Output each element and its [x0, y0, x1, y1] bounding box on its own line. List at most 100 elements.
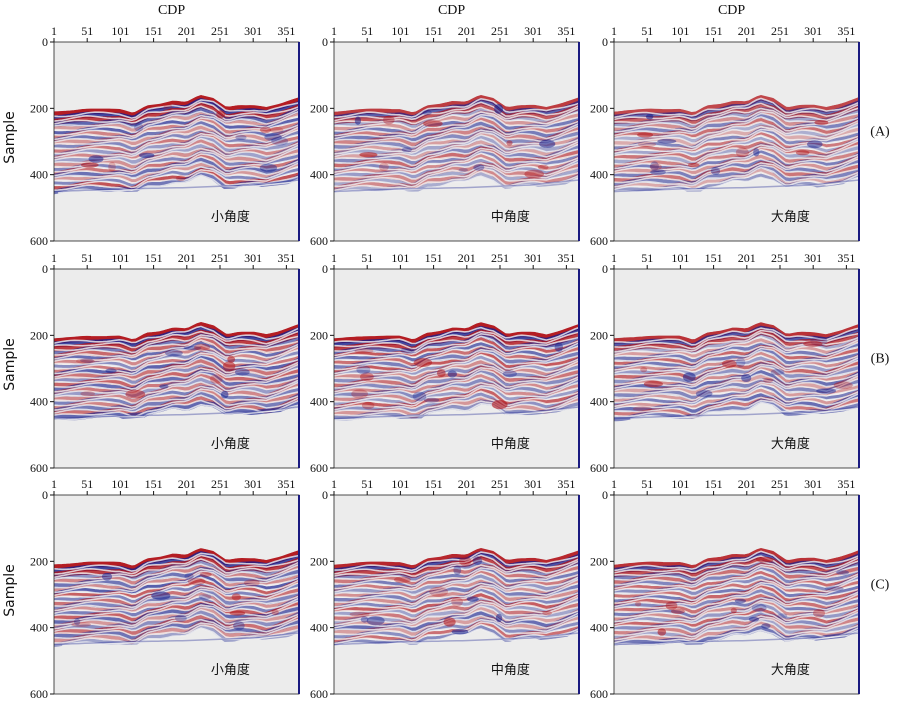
reflector-gap [54, 348, 299, 367]
reflector-gap [614, 336, 859, 356]
reflector-gap [54, 352, 299, 372]
y-tick-label: 200 [590, 328, 608, 342]
amplitude-anomaly [271, 136, 289, 146]
amplitude-anomaly [795, 150, 810, 156]
x-tick-label: 351 [557, 24, 575, 38]
x-tick-label: 101 [391, 251, 409, 265]
amplitude-anomaly [259, 126, 272, 134]
amplitude-anomaly [494, 104, 504, 114]
reflector-gap [54, 563, 299, 581]
amplitude-anomaly [73, 618, 81, 626]
reflector-gap [614, 383, 859, 404]
reflector-gap [614, 555, 859, 574]
amplitude-anomaly [423, 120, 443, 128]
above-horizon-mask [614, 269, 859, 339]
reflector-gap [614, 121, 859, 139]
amplitude-anomaly [199, 572, 212, 577]
reflector-gap [614, 573, 859, 592]
y-tick-label: 200 [310, 554, 328, 568]
amplitude-anomaly [138, 152, 155, 159]
reflector-gap [614, 391, 859, 410]
reflector-gap [54, 105, 299, 125]
reflector-gap [334, 569, 579, 590]
y-tick-label: 600 [30, 461, 48, 475]
amplitude-anomaly [824, 586, 844, 591]
x-tick-label: 351 [277, 24, 295, 38]
y-tick-label: 600 [590, 461, 608, 475]
reflector-gap [54, 613, 299, 633]
reflector-gap [334, 143, 579, 162]
reflector-gap [614, 550, 859, 572]
reflector-gap [614, 152, 859, 173]
y-tick-label: 200 [30, 101, 48, 115]
above-horizon-mask [614, 42, 859, 112]
x-tick-label: 351 [557, 251, 575, 265]
reflector-gap [54, 367, 299, 386]
above-horizon-mask [334, 495, 579, 565]
amplitude-anomaly [383, 115, 395, 125]
below-base-mask [614, 410, 859, 468]
amplitude-anomaly [194, 343, 211, 351]
reflector-gap [614, 615, 859, 634]
reflector-gap [54, 370, 299, 390]
reflector-gap [334, 97, 579, 119]
base-reflector [334, 632, 579, 646]
reflector-gap [334, 402, 579, 421]
reflector-gap [614, 610, 859, 629]
reflector-gap [54, 128, 299, 147]
x-tick-label: 151 [705, 251, 723, 265]
above-horizon-mask [334, 269, 579, 339]
row-label: (A) [870, 125, 890, 140]
amplitude-anomaly [665, 601, 678, 610]
amplitude-anomaly [751, 603, 767, 613]
reflector-gap [54, 600, 299, 618]
above-horizon-mask [54, 269, 299, 339]
base-reflector [614, 179, 859, 193]
amplitude-anomaly [165, 349, 183, 357]
reflector-gap [614, 596, 859, 616]
reflector [334, 359, 579, 382]
amplitude-anomaly [670, 608, 685, 615]
amplitude-anomaly [243, 579, 260, 587]
reflector-gap [54, 168, 299, 189]
amplitude-anomaly [105, 368, 117, 374]
y-tick-label: 0 [322, 262, 328, 276]
y-tick-label: 0 [42, 35, 48, 49]
below-base-mask [54, 410, 299, 468]
reflector [334, 102, 579, 126]
amplitude-anomaly [734, 598, 746, 604]
reflector-gap [334, 101, 579, 122]
angle-label: 中角度 [491, 662, 530, 678]
base-reflector [54, 406, 299, 420]
reflector [54, 97, 299, 122]
amplitude-anomaly [436, 369, 446, 378]
amplitude-anomaly [741, 374, 752, 382]
reflector-gap [614, 128, 859, 149]
x-tick-label: 201 [738, 24, 756, 38]
x-tick-label: 251 [491, 477, 509, 491]
amplitude-anomaly [125, 389, 146, 399]
reflector [54, 94, 299, 119]
angle-label: 小角度 [211, 209, 250, 225]
reflector-gap [614, 629, 859, 646]
above-horizon-mask [54, 495, 299, 565]
amplitude-anomaly [506, 140, 513, 146]
amplitude-anomaly [770, 369, 785, 376]
reflector-gap [334, 125, 579, 143]
amplitude-anomaly [229, 610, 246, 616]
amplitude-anomaly [649, 163, 662, 171]
reflector-gap [614, 97, 859, 119]
reflector-gap [54, 362, 299, 381]
amplitude-anomaly [524, 169, 544, 179]
base-reflector [614, 406, 859, 420]
y-tick-label: 400 [310, 168, 328, 182]
amplitude-anomaly [637, 141, 657, 147]
amplitude-anomaly [447, 370, 457, 378]
reflector-gap [334, 591, 579, 611]
amplitude-anomaly [761, 623, 771, 629]
reflector-gap [54, 117, 299, 138]
reflector-gap [614, 601, 859, 623]
x-tick-label: 151 [145, 477, 163, 491]
